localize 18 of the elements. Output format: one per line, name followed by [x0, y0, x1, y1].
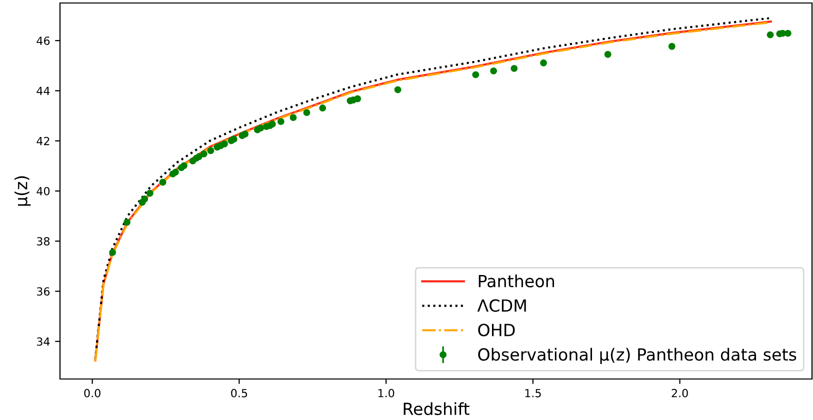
y-axis-title: μ(z): [14, 176, 31, 206]
y-tick-label: 38: [36, 237, 50, 246]
y-tick-label: 42: [36, 136, 50, 146]
x-axis-title: Redshift: [404, 402, 470, 416]
x-tick-label: 0.5: [231, 388, 248, 398]
y-tick-label: 36: [36, 287, 50, 296]
y-tick-label: 46: [36, 36, 50, 45]
x-tick-label: 2.0: [672, 388, 688, 398]
legend-label: Pantheon: [478, 274, 554, 288]
y-tick-label: 34: [36, 337, 50, 346]
y-tick-label: 40: [36, 186, 50, 196]
legend-label: ΛCDM: [477, 299, 526, 312]
y-tick-label: 44: [36, 86, 50, 95]
x-tick-label: 1.0: [378, 388, 394, 398]
legend-label: OHD: [478, 324, 515, 336]
x-tick-label: 0.0: [84, 388, 100, 398]
x-tick-label: 1.5: [525, 389, 541, 398]
legend-label: Observational μ(z) Pantheon data sets: [478, 348, 796, 364]
